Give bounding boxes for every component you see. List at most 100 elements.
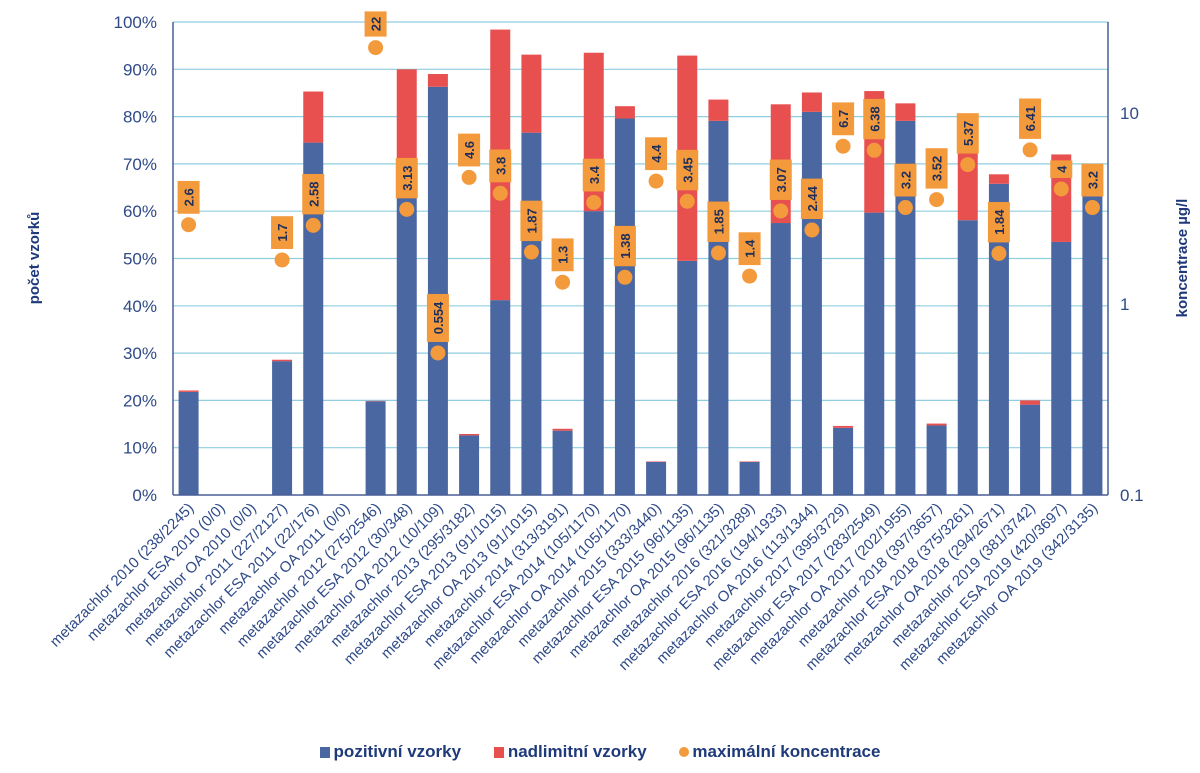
y-axis-title: počet vzorků (26, 212, 43, 305)
bar-positive (1051, 241, 1072, 495)
data-label: 2.58 (306, 182, 321, 207)
bar-positive (1020, 404, 1041, 495)
max-concentration-point (1084, 200, 1100, 216)
max-concentration-point (929, 192, 945, 208)
bar-positive (957, 220, 978, 495)
data-label-box (894, 163, 917, 197)
data-label-box (520, 200, 543, 242)
y-tick-label: 90% (123, 60, 157, 79)
max-concentration-point (1022, 142, 1038, 158)
data-label: 1.87 (524, 208, 539, 233)
data-label: 1.38 (618, 233, 633, 258)
max-concentration-point (866, 142, 882, 158)
data-label: 22 (369, 17, 384, 31)
bar-positive (770, 223, 791, 495)
bar-exceeding (459, 433, 480, 436)
y-tick-label: 10% (123, 439, 157, 458)
gridlines (173, 21, 1108, 449)
data-label-box (458, 133, 481, 167)
data-label: 1.85 (711, 209, 726, 234)
scatter-points: 2.6 1.7 2.58 22 3.13 0.554 4.6 3.8 1.87 1.3 3.4 1.3… (177, 11, 1104, 361)
bar-positive (459, 435, 480, 495)
legend-swatch-exceeding (493, 747, 504, 758)
data-label-box (302, 173, 325, 215)
bars (178, 29, 1103, 496)
data-label-box (582, 158, 605, 192)
max-concentration-point (305, 217, 321, 233)
bar-positive (739, 461, 760, 495)
data-label-box (364, 11, 387, 37)
bar-positive (1082, 190, 1103, 495)
bar-exceeding (552, 428, 573, 431)
bar-positive (677, 260, 698, 495)
data-label: 1.4 (743, 239, 758, 258)
data-label-box (676, 149, 699, 191)
y-tick-label: 50% (123, 250, 157, 269)
data-label: 4.6 (462, 141, 477, 159)
max-concentration-point (399, 201, 415, 217)
data-label: 6.7 (836, 110, 851, 128)
bar-exceeding (1020, 400, 1041, 405)
y-tick-label: 100% (114, 13, 157, 32)
max-concentration-point (555, 274, 571, 290)
max-concentration-point (804, 222, 820, 238)
y-tick-label: 0% (132, 486, 157, 505)
y-tick-label: 60% (123, 202, 157, 221)
bar-exceeding (988, 174, 1009, 184)
data-label-box (551, 238, 574, 272)
data-label-box (956, 113, 979, 154)
data-label: 1.7 (275, 224, 290, 242)
max-concentration-point (835, 138, 851, 154)
bar-positive (552, 430, 573, 495)
max-concentration-point (492, 185, 508, 201)
data-label-box (1019, 98, 1042, 139)
max-concentration-point (960, 157, 976, 173)
data-label-box (800, 178, 823, 220)
max-concentration-point (1053, 181, 1069, 197)
data-label-box (1081, 163, 1104, 197)
max-concentration-point (586, 194, 602, 210)
data-label-box (769, 159, 792, 200)
max-concentration-point (773, 203, 789, 219)
data-label: 5.37 (961, 121, 976, 146)
bar-exceeding (521, 54, 542, 133)
bar-positive (864, 212, 885, 495)
bar-exceeding (303, 91, 324, 143)
bar-positive (988, 183, 1009, 496)
legend-swatch-positive (319, 747, 330, 758)
legend-dot-max-concentration (679, 747, 690, 757)
data-label-box (395, 157, 418, 199)
legend-label: maximální koncentrace (692, 742, 881, 761)
y2-tick-label: 10 (1120, 104, 1139, 123)
y2-tick-label: 0.1 (1120, 486, 1144, 505)
data-label: 2.6 (182, 188, 197, 206)
data-label-box (613, 225, 636, 267)
max-concentration-point (742, 268, 758, 284)
max-concentration-point (368, 40, 384, 56)
bar-exceeding (895, 103, 916, 121)
max-concentration-point (430, 345, 446, 361)
max-concentration-point (181, 217, 197, 233)
data-label: 6.41 (1023, 106, 1038, 131)
axes (172, 22, 1109, 496)
max-concentration-point (991, 245, 1007, 261)
max-concentration-point (648, 173, 664, 189)
data-label: 4.4 (649, 144, 664, 163)
y-tick-label: 40% (123, 297, 157, 316)
bar-positive (365, 401, 386, 495)
bar-positive (833, 427, 854, 495)
legend-item-max-concentration: maximální koncentrace (679, 742, 880, 762)
data-label-box (645, 137, 668, 171)
legend-label: pozitivní vzorky (333, 742, 462, 761)
data-label-box (271, 216, 294, 249)
y2-axis-title: koncentrace µg/l (1174, 199, 1191, 318)
data-label: 3.8 (493, 157, 508, 175)
max-concentration-point (461, 169, 477, 185)
max-concentration-point (617, 269, 633, 285)
bar-positive (427, 86, 448, 496)
bar-positive (521, 132, 542, 495)
bar-exceeding (614, 106, 635, 119)
bar-exceeding (801, 92, 822, 112)
legend: pozitivní vzorky nadlimitní vzorky maxim… (0, 742, 1200, 762)
bar-exceeding (833, 425, 854, 428)
